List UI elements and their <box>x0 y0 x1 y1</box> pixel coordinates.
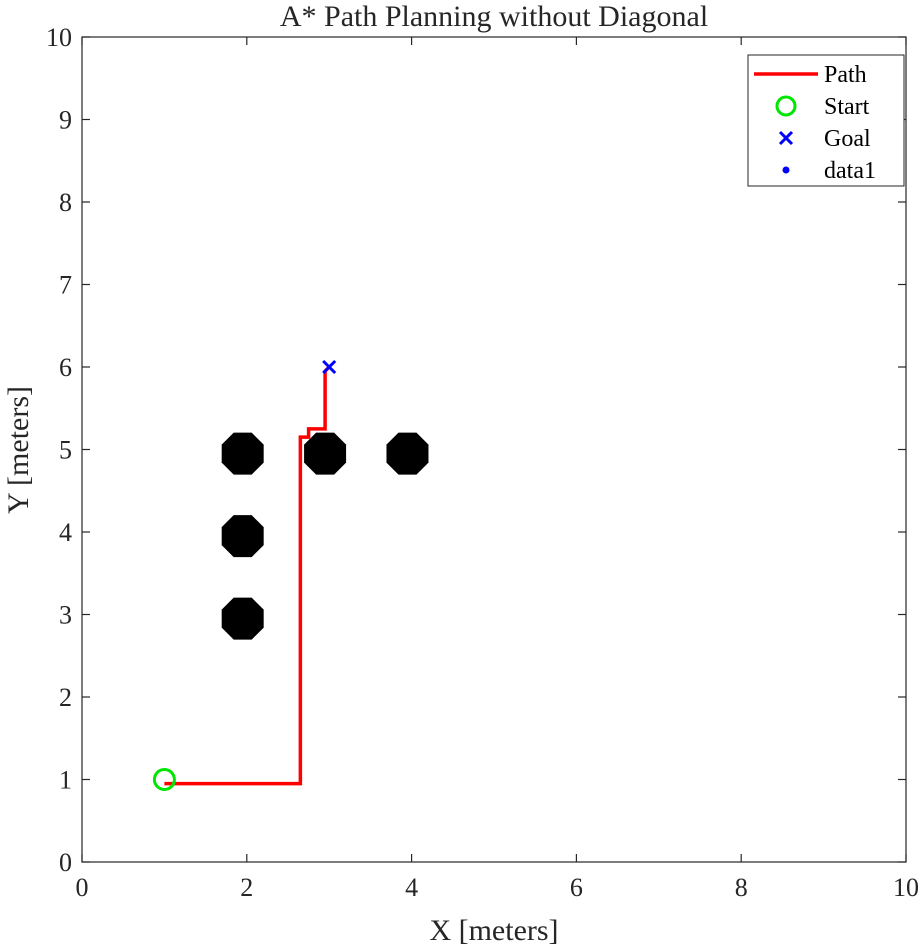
legend-label: data1 <box>824 158 876 184</box>
x-tick-label: 0 <box>76 873 89 902</box>
goal-marker-stroke <box>322 359 337 375</box>
legend: Path Start Goal data1 <box>747 54 905 187</box>
x-tick-label: 4 <box>405 873 418 902</box>
y-axis-label: Y [meters] <box>2 386 35 514</box>
obstacle <box>221 515 264 558</box>
y-tick-label: 8 <box>59 188 72 217</box>
x-tick-label: 10 <box>893 873 919 902</box>
path-line <box>164 366 330 786</box>
legend-label: Start <box>824 94 870 120</box>
legend-items: Path Start Goal data1 <box>754 62 876 184</box>
y-tick-label: 3 <box>59 601 72 630</box>
y-tick-label: 10 <box>46 23 72 52</box>
y-tick-label: 1 <box>59 766 72 795</box>
y-tick-label: 9 <box>59 106 72 135</box>
legend-box <box>747 54 905 187</box>
obstacles-layer <box>221 432 429 640</box>
legend-swatch-start <box>775 95 797 117</box>
y-tick-label: 0 <box>59 848 72 877</box>
legend-swatch-data1 <box>782 166 790 174</box>
legend-label: Path <box>824 62 867 88</box>
x-tick-label: 2 <box>240 873 253 902</box>
y-tick-label: 4 <box>59 518 72 547</box>
legend-label: Goal <box>824 126 871 152</box>
y-tick-label: 2 <box>59 683 72 712</box>
obstacle <box>304 432 347 475</box>
chart-title: A* Path Planning without Diagonal <box>280 0 708 33</box>
y-tick-label: 7 <box>59 271 72 300</box>
goal-marker <box>322 359 337 375</box>
x-axis-label: X [meters] <box>429 914 558 947</box>
ticks-layer: 0 2 4 6 8 10 0 1 2 3 4 5 6 7 8 9 10 <box>46 23 919 902</box>
legend-swatch-goal <box>778 130 794 146</box>
y-tick-label: 6 <box>59 353 72 382</box>
series-layer <box>152 359 337 791</box>
y-tick-label: 5 <box>59 436 72 465</box>
x-tick-label: 6 <box>570 873 583 902</box>
x-tick-label: 8 <box>735 873 748 902</box>
start-marker <box>152 768 176 791</box>
obstacle <box>386 432 429 475</box>
obstacle <box>221 597 264 640</box>
obstacle <box>221 432 264 475</box>
